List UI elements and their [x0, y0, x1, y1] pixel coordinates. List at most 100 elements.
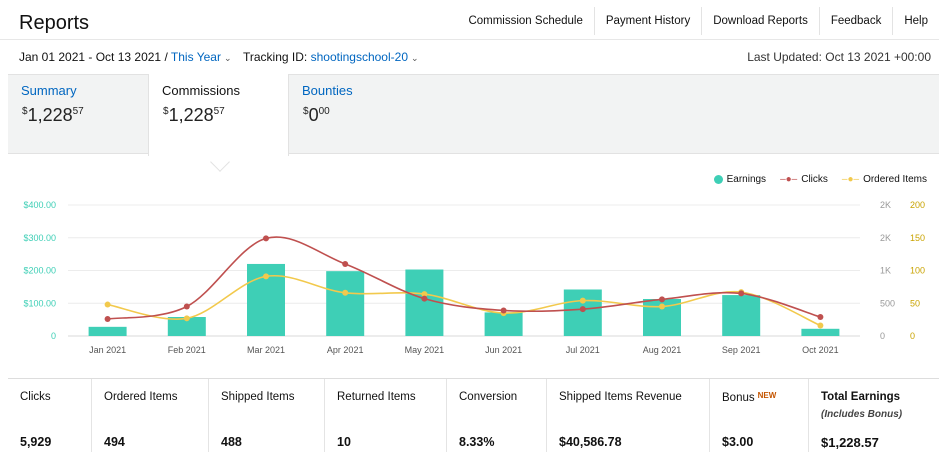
earnings-bar — [326, 271, 365, 336]
tab-bounties-label: Bounties — [302, 83, 353, 98]
top-links: Commission Schedule Payment History Down… — [457, 7, 939, 35]
ordered-items-point — [579, 297, 586, 304]
clicks-point — [342, 260, 349, 267]
stat-total-earnings: Total Earnings (Includes Bonus) $1,228.5… — [821, 391, 903, 450]
ordered-items-point — [421, 291, 428, 298]
y-right-inner-tick: 150 — [910, 233, 925, 243]
commission-schedule-link[interactable]: Commission Schedule — [468, 15, 583, 27]
feedback-link[interactable]: Feedback — [818, 7, 893, 35]
tab-bounties[interactable]: Bounties $000 — [289, 75, 429, 153]
tab-summary-value: $1,22857 — [22, 105, 84, 125]
stat-returned-items: Returned Items 10 — [325, 379, 447, 452]
ordered-items-line-icon: –●– — [841, 173, 860, 185]
x-tick-label: Sep 2021 — [722, 345, 761, 355]
help-link[interactable]: Help — [892, 7, 939, 35]
clicks-point — [659, 296, 665, 303]
y-right-outer-tick: 1K — [880, 266, 891, 276]
clicks-line-icon: –●– — [780, 173, 798, 185]
tab-summary[interactable]: Summary $1,22857 — [8, 75, 148, 153]
tracking-id-label: Tracking ID: — [243, 50, 308, 64]
chart-legend: Earnings –●– Clicks –●– Ordered Items — [713, 173, 927, 185]
ordered-items-point — [817, 322, 824, 329]
clicks-point — [104, 315, 111, 322]
y-right-outer-tick: 2K — [880, 200, 891, 210]
ordered-items-point — [104, 301, 111, 308]
date-separator: / — [164, 50, 168, 64]
earnings-bar — [722, 295, 761, 336]
y-left-tick: 0 — [51, 331, 56, 341]
filter-bar: Jan 01 2021 - Oct 13 2021 / This Year ⌄ T… — [0, 40, 939, 72]
chevron-down-icon[interactable]: ⌄ — [223, 53, 232, 63]
clicks-point — [738, 290, 745, 297]
ordered-items-point — [183, 315, 190, 322]
x-tick-label: Aug 2021 — [643, 345, 682, 355]
tab-commissions-value: $1,22857 — [163, 105, 225, 125]
ordered-items-point — [659, 303, 665, 310]
y-right-inner-tick: 200 — [910, 200, 925, 210]
clicks-point — [500, 307, 507, 314]
page-title: Reports — [19, 12, 90, 34]
ordered-items-point — [263, 273, 269, 280]
y-left-tick: $400.00 — [23, 200, 56, 210]
clicks-point — [263, 235, 269, 242]
stat-bonus: Bonus NEW $3.00 — [710, 379, 809, 452]
ordered-items-point — [342, 289, 349, 296]
stat-shipped-items: Shipped Items 488 — [209, 379, 325, 452]
tab-commissions-label: Commissions — [162, 83, 241, 98]
earnings-bar — [167, 317, 206, 336]
clicks-point — [421, 295, 428, 302]
new-badge: NEW — [757, 391, 777, 400]
chart-canvas: 0 0 0 $100.00 500 50 $200.00 1K 100 $300.00 2K 150 $… — [23, 200, 925, 355]
ordered-items-line — [107, 274, 821, 327]
chevron-down-icon[interactable]: ⌄ — [411, 53, 419, 63]
earnings-dot-icon — [713, 175, 723, 184]
stat-shipped-items-revenue: Shipped Items Revenue $40,586.78 — [547, 379, 710, 452]
tab-summary-label: Summary — [21, 83, 77, 98]
clicks-point — [579, 306, 586, 313]
top-bar: Reports Commission Schedule Payment Hist… — [0, 0, 939, 40]
y-left-tick: $300.00 — [23, 233, 56, 243]
y-right-inner-tick: 0 — [910, 331, 915, 341]
clicks-point — [817, 314, 824, 321]
tab-commissions[interactable]: Commissions $1,22857 — [148, 74, 289, 156]
report-tabs: Summary $1,22857 Commissions $1,22857 Bo… — [8, 74, 939, 172]
x-tick-label: Oct 2021 — [802, 345, 839, 355]
date-range-text: Jan 01 2021 - Oct 13 2021 — [19, 50, 162, 64]
tab-bounties-value: $000 — [303, 105, 330, 125]
earnings-bar — [801, 328, 840, 336]
y-right-outer-tick: 0 — [880, 331, 885, 341]
clicks-point — [183, 303, 190, 310]
stat-conversion: Conversion 8.33% — [447, 379, 547, 452]
earnings-bar — [563, 289, 602, 336]
period-select[interactable]: This Year — [170, 50, 221, 64]
x-tick-label: Jul 2021 — [566, 345, 600, 355]
tracking-id-filter[interactable]: Tracking ID: shootingschool-20 ⌄ — [243, 50, 419, 64]
last-updated: Last Updated: Oct 13 2021 +00:00 — [747, 50, 931, 64]
earnings-bar — [484, 312, 523, 336]
y-right-inner-tick: 50 — [910, 298, 920, 308]
x-tick-label: May 2021 — [405, 345, 445, 355]
x-tick-label: Jan 2021 — [89, 345, 126, 355]
legend-clicks[interactable]: –●– Clicks — [780, 173, 828, 185]
tracking-id-select[interactable]: shootingschool-20 — [310, 50, 408, 64]
legend-earnings[interactable]: Earnings — [713, 174, 766, 185]
y-right-outer-tick: 500 — [880, 298, 895, 308]
y-left-tick: $200.00 — [23, 266, 56, 276]
x-tick-label: Apr 2021 — [327, 345, 364, 355]
clicks-line — [107, 236, 821, 320]
x-tick-label: Jun 2021 — [485, 345, 522, 355]
stat-ordered-items: Ordered Items 494 — [92, 379, 209, 452]
stats-row: Clicks 5,929 Ordered Items 494 Shipped I… — [8, 378, 939, 452]
x-tick-label: Mar 2021 — [247, 345, 285, 355]
payment-history-link[interactable]: Payment History — [593, 7, 701, 35]
earnings-bar — [405, 269, 444, 336]
commissions-chart: 0 0 0 $100.00 500 50 $200.00 1K 100 $300.00 2K 150 $… — [0, 160, 939, 375]
x-tick-label: Feb 2021 — [168, 345, 206, 355]
earnings-bar — [88, 326, 127, 336]
y-left-tick: $100.00 — [23, 298, 56, 308]
date-range-filter[interactable]: Jan 01 2021 - Oct 13 2021 / This Year ⌄ — [19, 50, 232, 64]
y-right-outer-tick: 2K — [880, 233, 891, 243]
download-reports-link[interactable]: Download Reports — [701, 7, 819, 35]
stat-clicks: Clicks 5,929 — [8, 379, 92, 452]
legend-ordered-items[interactable]: –●– Ordered Items — [841, 173, 927, 185]
